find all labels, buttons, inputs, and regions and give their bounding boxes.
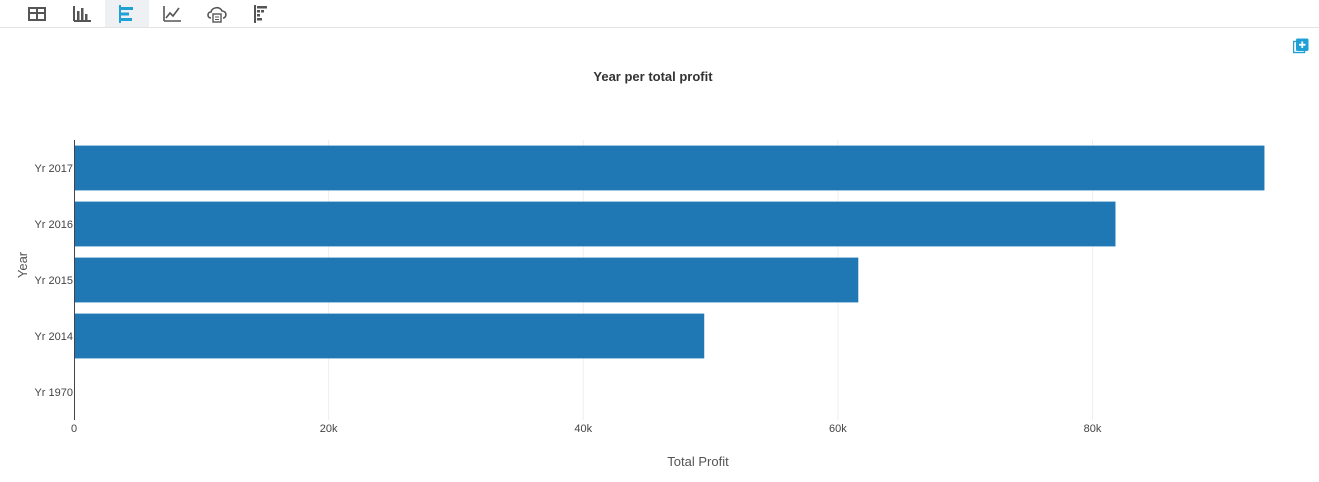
bar[interactable] xyxy=(75,145,1265,191)
chart-title: Year per total profit xyxy=(593,69,713,84)
y-tick-label: Yr 2014 xyxy=(34,331,73,343)
x-tick-label: 0 xyxy=(71,423,77,435)
y-axis-label: Year xyxy=(15,251,30,278)
bar-chart-button[interactable] xyxy=(105,0,149,27)
add-to-dashboard-button[interactable] xyxy=(1292,38,1309,54)
bar[interactable] xyxy=(75,201,1116,247)
x-tick-label: 20k xyxy=(320,423,338,435)
table-icon xyxy=(28,6,46,21)
y-tick-label: Yr 2016 xyxy=(34,219,73,231)
add-widget-icon xyxy=(1292,38,1309,54)
pivot-chart-icon xyxy=(254,4,267,23)
x-axis-label: Total Profit xyxy=(667,454,729,469)
x-tick-label: 80k xyxy=(1084,423,1102,435)
y-tick-label: Yr 1970 xyxy=(34,387,73,399)
y-tick-labels: Yr 1970 Yr 2014 Yr 2015 Yr 2016 Yr 2017 xyxy=(34,163,73,399)
x-tick-labels: 0 20k 40k 60k 80k xyxy=(71,423,1102,435)
bar-chart-icon xyxy=(119,4,133,23)
bar[interactable] xyxy=(75,313,705,359)
bars-group xyxy=(75,145,1265,359)
y-tick-label: Yr 2015 xyxy=(34,275,73,287)
bar-chart: Year per total profit Yr 1970 Yr 2014 Yr 2… xyxy=(15,69,1265,469)
line-chart-icon xyxy=(163,5,181,22)
cloud-export-icon xyxy=(207,6,227,23)
column-chart-button[interactable] xyxy=(60,0,104,27)
x-tick-label: 60k xyxy=(829,423,847,435)
cloud-export-button[interactable] xyxy=(195,0,239,27)
table-view-button[interactable] xyxy=(15,0,59,27)
y-tick-label: Yr 2017 xyxy=(34,163,73,175)
bar[interactable] xyxy=(75,257,859,303)
pivot-chart-button[interactable] xyxy=(240,0,284,27)
line-chart-button[interactable] xyxy=(150,0,194,27)
column-chart-icon xyxy=(73,5,91,22)
chart-toolbar xyxy=(0,0,1319,28)
x-tick-label: 40k xyxy=(574,423,592,435)
